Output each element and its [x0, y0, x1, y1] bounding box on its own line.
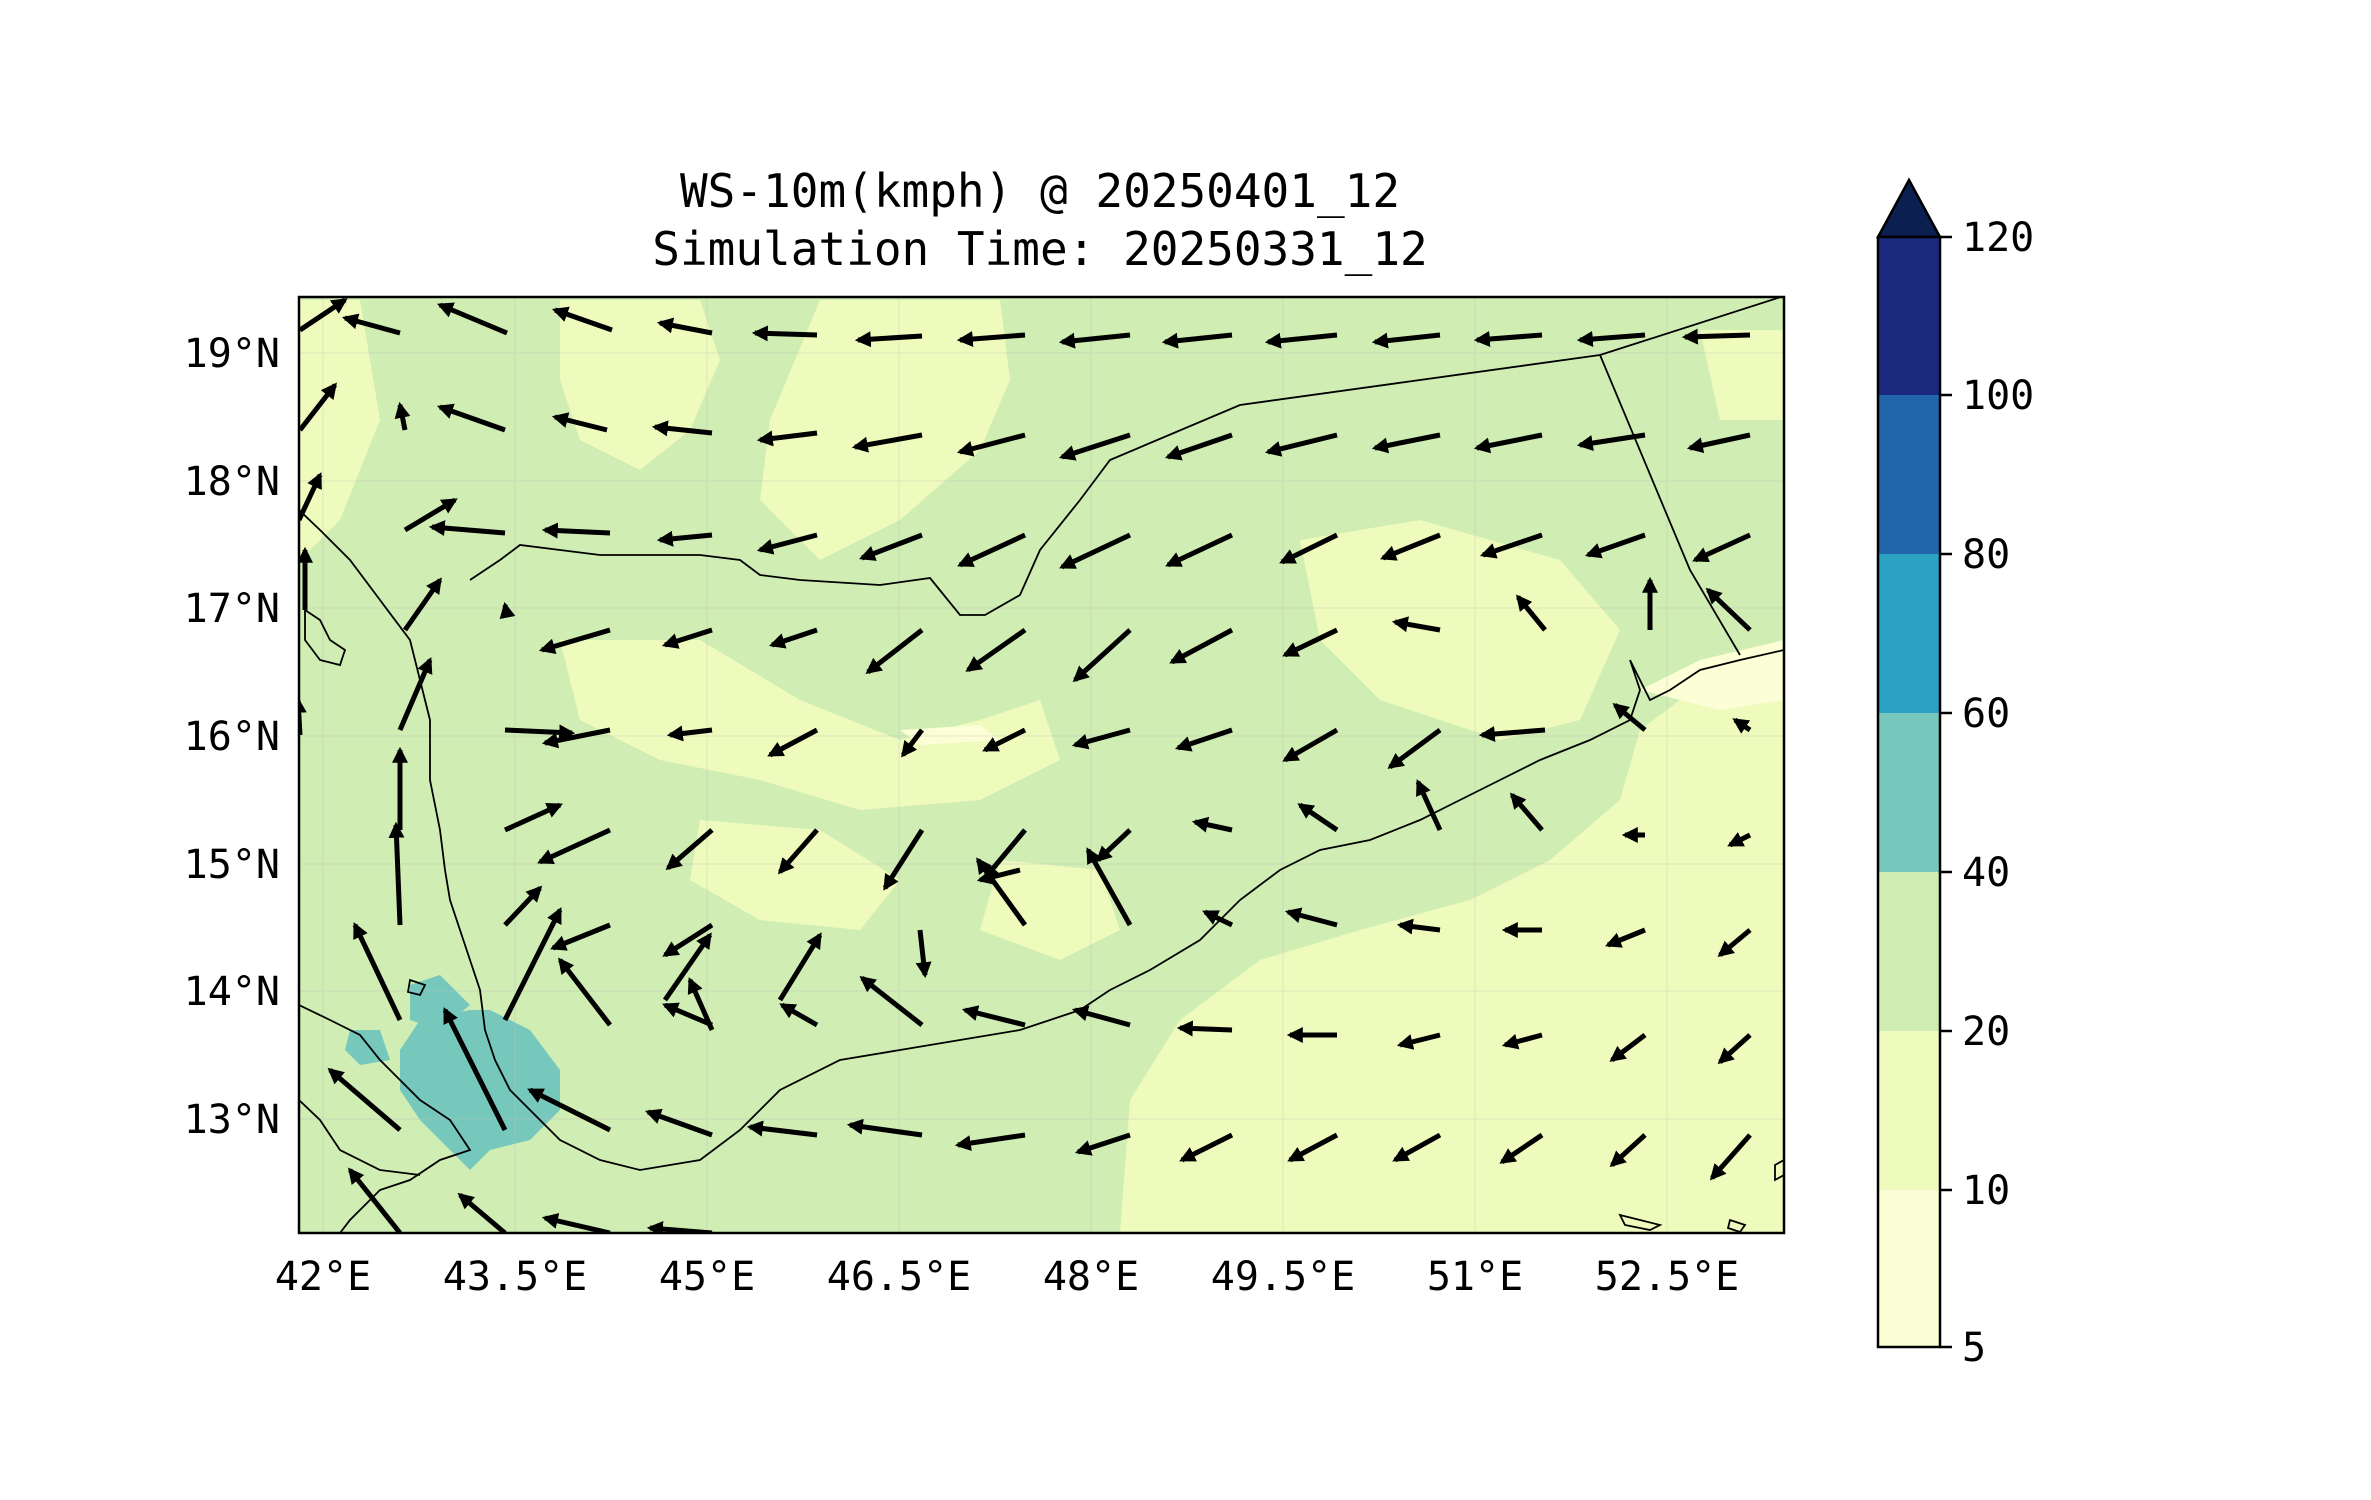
lat-tick-label: 15°N: [184, 842, 280, 888]
chart-title: WS-10m(kmph) @ 20250401_12: [679, 164, 1401, 218]
lat-tick-label: 17°N: [184, 586, 280, 632]
colorbar-tick-label: 10: [1962, 1168, 2010, 1214]
lat-tick-label: 16°N: [184, 714, 280, 760]
colorbar-labels: 5 10 20 40 60 80 100 120: [1962, 215, 2034, 1371]
lon-tick-label: 48°E: [1043, 1254, 1139, 1300]
colorbar-tick-label: 5: [1962, 1325, 1986, 1371]
lat-tick-label: 18°N: [184, 459, 280, 505]
colorbar-segment: [1878, 1190, 1940, 1347]
colorbar: 5 10 20 40 60 80 100 120: [1875, 177, 2034, 1371]
colorbar-tick-label: 120: [1962, 215, 2034, 261]
colorbar-segment: [1878, 1031, 1940, 1190]
lat-axis: 19°N 18°N 17°N 16°N 15°N 14°N 13°N: [184, 331, 280, 1143]
lon-tick-label: 45°E: [659, 1254, 755, 1300]
wind-vectors: [299, 297, 1752, 1233]
colorbar-segment: [1878, 237, 1940, 395]
country-borders: [469, 297, 1784, 656]
map-frame: [297, 295, 1786, 1235]
lon-tick-label: 43.5°E: [443, 1254, 588, 1300]
colorbar-extend-arrow: [1875, 177, 1943, 239]
colorbar-ticks: [1940, 235, 1952, 1349]
map-area: [299, 297, 1784, 1233]
colorbar-tick-label: 80: [1962, 532, 2010, 578]
colorbar-tick-label: 20: [1962, 1009, 2010, 1055]
lat-tick-label: 13°N: [184, 1097, 280, 1143]
chart-subtitle: Simulation Time: 20250331_12: [652, 222, 1428, 276]
lon-tick-label: 42°E: [275, 1254, 371, 1300]
lat-tick-label: 19°N: [184, 331, 280, 377]
lon-tick-label: 52.5°E: [1595, 1254, 1740, 1300]
lon-tick-label: 49.5°E: [1211, 1254, 1356, 1300]
lon-tick-label: 51°E: [1427, 1254, 1523, 1300]
colorbar-tick-label: 100: [1962, 373, 2034, 419]
lon-axis: 42°E 43.5°E 45°E 46.5°E 48°E 49.5°E 51°E…: [275, 1254, 1739, 1300]
colorbar-segment: [1878, 872, 1940, 1031]
lat-tick-label: 14°N: [184, 969, 280, 1015]
colorbar-frame: [1876, 235, 1942, 1349]
lon-tick-label: 46.5°E: [827, 1254, 972, 1300]
colorbar-segment: [1878, 395, 1940, 554]
colorbar-tick-label: 60: [1962, 691, 2010, 737]
wind-zone-10-20: [300, 300, 1784, 1233]
coastlines: [299, 509, 1784, 1233]
colorbar-tick-label: 40: [1962, 850, 2010, 896]
colorbar-segment: [1878, 554, 1940, 713]
colorbar-segment: [1878, 713, 1940, 872]
